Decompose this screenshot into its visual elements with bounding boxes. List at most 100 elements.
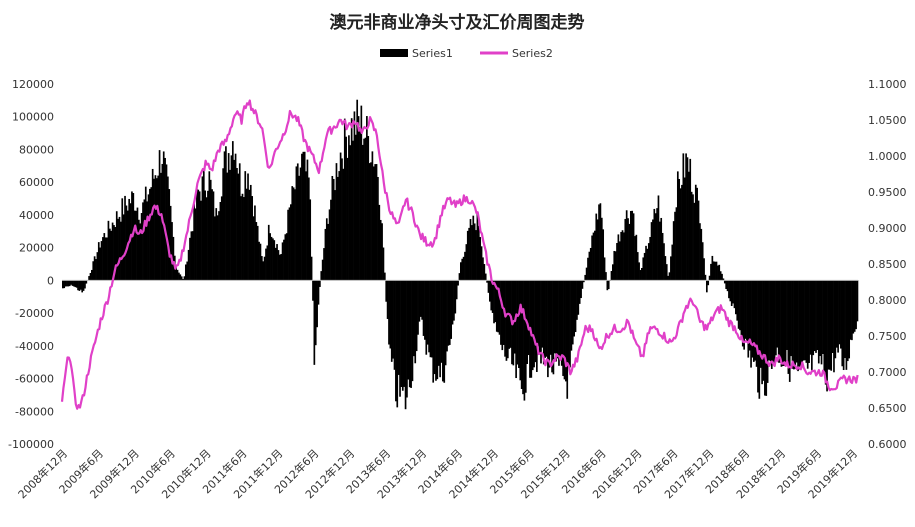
series1-bar: [636, 252, 639, 281]
series1-bar: [823, 280, 826, 374]
series1-bar: [160, 172, 162, 281]
series1-bar: [426, 280, 429, 345]
series1-bar: [606, 280, 609, 291]
series1-bar: [278, 254, 281, 281]
series1-bar: [697, 200, 700, 281]
series1-bar: [824, 280, 827, 385]
series1-bar: [846, 280, 849, 362]
series1-bar: [451, 280, 454, 325]
series1-bar: [518, 280, 520, 369]
series1-bar: [234, 153, 237, 281]
series1-bar: [401, 280, 404, 391]
series1-bar: [135, 210, 137, 281]
series1-bar: [104, 237, 107, 281]
y-right-tick-label: 0.8000: [868, 294, 907, 307]
series1-bar: [519, 280, 522, 381]
series1-bar: [813, 280, 816, 352]
series1-bar: [786, 280, 788, 350]
series1-bar: [545, 280, 548, 357]
series1-bar: [719, 271, 722, 281]
series1-bar: [632, 213, 635, 281]
series1-bar: [215, 208, 218, 281]
series1-bar: [317, 280, 320, 305]
series1-bar: [784, 280, 787, 365]
series1-bar: [732, 280, 734, 304]
series1-bar: [122, 214, 125, 281]
series1-bar: [168, 189, 171, 281]
series1-bar: [332, 178, 335, 281]
series1-bar: [404, 280, 407, 410]
series1-bar: [209, 179, 212, 281]
series1-bar: [717, 265, 719, 281]
series1-bar: [216, 215, 219, 281]
series1-bar: [835, 280, 838, 348]
series1-bar: [841, 280, 844, 367]
series1-bar: [320, 271, 323, 281]
series1-bar: [690, 191, 693, 281]
series1-bar: [744, 280, 747, 339]
series1-bar: [100, 241, 103, 281]
series1-bar: [287, 209, 289, 281]
series1-bar: [428, 280, 430, 353]
series1-bar: [108, 228, 111, 281]
series1-bar: [439, 280, 441, 378]
series1-bar: [549, 280, 552, 355]
series1-bar: [668, 272, 671, 281]
series1-bar: [377, 176, 379, 281]
series1-bar: [220, 196, 223, 281]
series1-bar: [667, 275, 669, 281]
series1-bar: [243, 197, 245, 281]
series1-bar: [840, 280, 842, 349]
series1-bar: [645, 245, 647, 281]
series1-bar: [600, 217, 603, 281]
series1-bar: [261, 256, 263, 281]
series1-bar: [497, 280, 499, 333]
series1-bar: [193, 203, 195, 281]
series1-bar: [353, 111, 356, 281]
series1-bar: [189, 237, 191, 281]
series1-bar: [806, 280, 809, 369]
series1-bar: [493, 280, 495, 324]
series1-bar: [548, 280, 551, 368]
series1-bar: [610, 271, 613, 281]
series1-bar: [299, 167, 302, 281]
series1-bar: [489, 280, 491, 302]
series1-bar: [631, 210, 634, 281]
series1-bar: [853, 280, 856, 332]
series1-bar: [422, 280, 425, 336]
series1-bar: [462, 256, 465, 281]
series1-bar: [298, 175, 300, 281]
series1-bar: [432, 280, 435, 383]
series1-bar: [848, 280, 851, 359]
series1-bar: [368, 163, 371, 281]
y-right-tick-label: 0.6500: [868, 402, 907, 415]
series1-bar: [650, 222, 653, 281]
series1-bar: [276, 244, 278, 281]
series1-bar: [718, 264, 721, 281]
series1-bar: [804, 280, 806, 361]
series1-bar: [722, 278, 725, 281]
series1-bar: [382, 247, 385, 281]
series1-bar: [537, 280, 540, 347]
series1-bar: [464, 251, 466, 281]
series1-bar: [613, 250, 616, 281]
series1-bar: [815, 280, 817, 353]
series1-bar: [335, 163, 338, 281]
series1-bar: [406, 280, 408, 398]
series1-bar: [251, 196, 254, 281]
series1-bar: [403, 280, 406, 387]
series1-bar: [527, 280, 530, 356]
series1-bar: [107, 220, 110, 281]
series1-bar: [700, 228, 703, 281]
series1-bar: [359, 127, 361, 281]
series1-bar: [480, 246, 483, 281]
series1-bar: [172, 236, 175, 281]
series1-bar: [639, 270, 642, 281]
series1-bar: [183, 276, 186, 281]
series1-bar: [577, 280, 580, 315]
series1-bar: [307, 177, 310, 281]
series1-bar: [816, 280, 819, 351]
series1-bar: [542, 280, 545, 365]
series1-bar: [446, 280, 448, 352]
